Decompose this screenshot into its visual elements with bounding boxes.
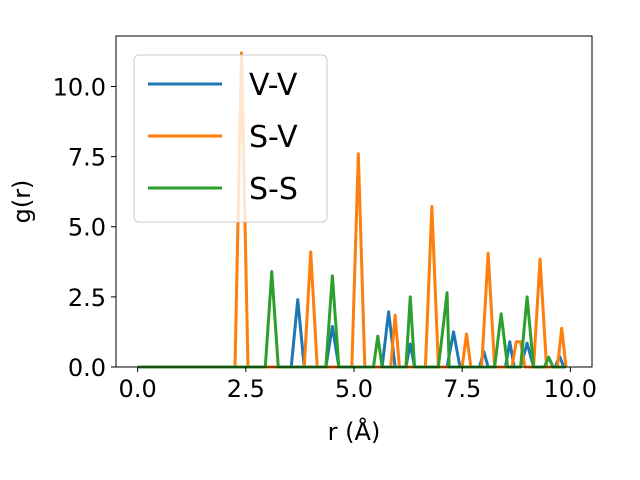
y-tick-label: 2.5 [68,284,106,312]
x-axis-ticks: 0.0 2.5 5.0 7.5 10.0 [119,367,597,403]
x-tick-label: 10.0 [544,375,597,403]
x-axis-label: r (Å) [328,417,381,446]
series-line-v-v [137,298,567,369]
series-line-s-s [137,270,567,369]
y-axis-label: g(r) [8,180,36,224]
y-tick-label: 0.0 [68,354,106,382]
y-tick-label: 5.0 [68,214,106,242]
x-tick-label: 7.5 [443,375,481,403]
x-tick-label: 0.0 [119,375,157,403]
y-tick-label: 7.5 [68,144,106,172]
x-tick-label: 5.0 [335,375,373,403]
y-tick-label: 10.0 [53,73,106,101]
legend-box [133,54,328,223]
y-axis-ticks: 0.0 2.5 5.0 7.5 10.0 [53,73,116,382]
legend-label-s-s: S-S [249,172,298,207]
legend-label-v-v: V-V [249,68,298,103]
legend-label-s-v: S-V [249,120,298,155]
x-tick-label: 2.5 [227,375,265,403]
legend: V-V S-V S-S [133,54,328,223]
